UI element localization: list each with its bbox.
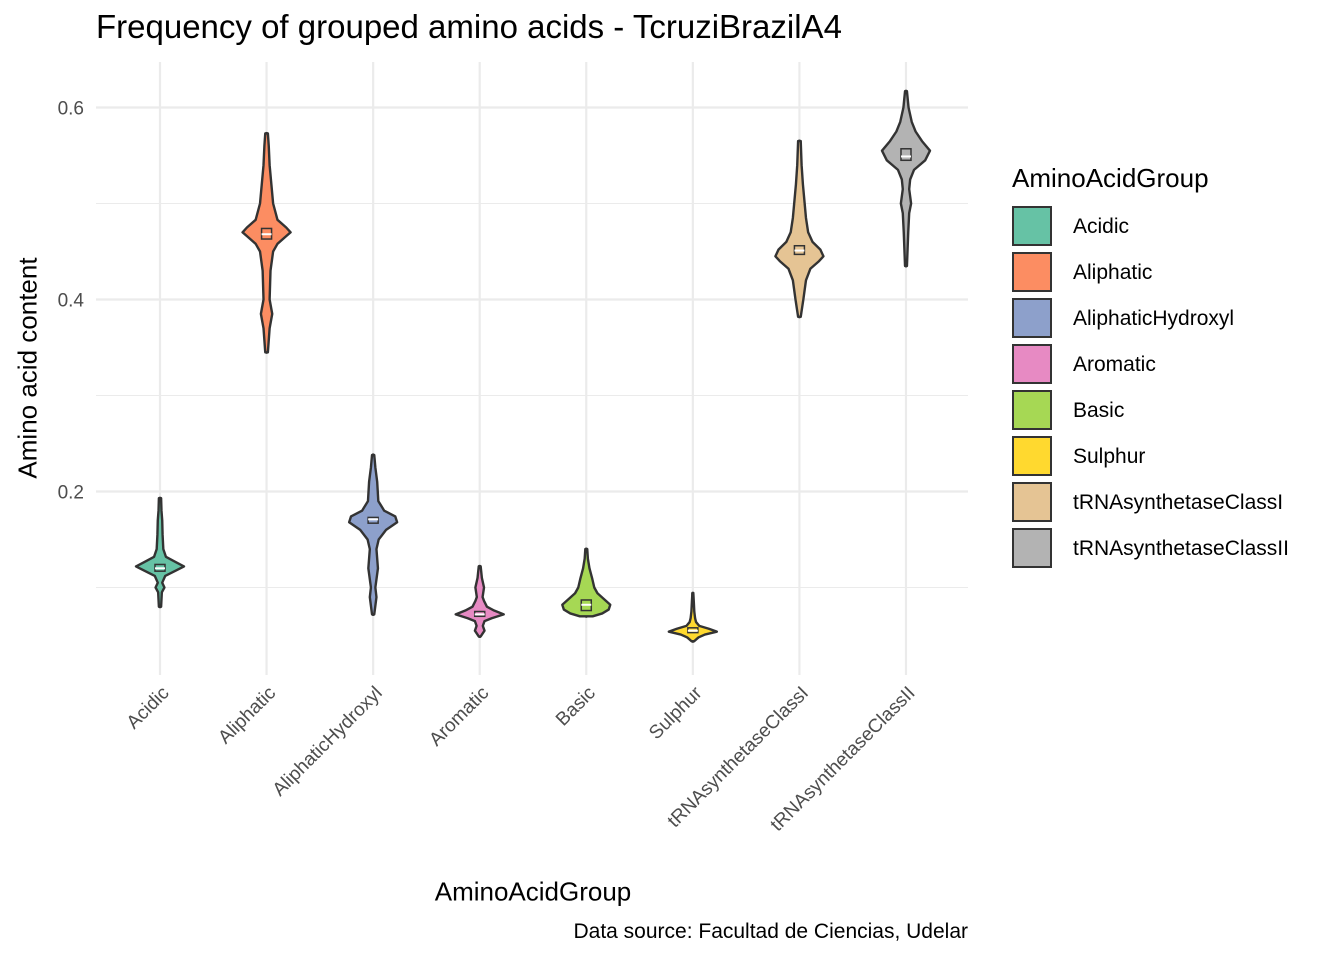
legend-item-basic: Basic <box>1012 390 1209 436</box>
x-tick-label: Aliphatic <box>214 683 280 749</box>
legend-key-trna-class-i <box>1012 482 1052 522</box>
legend-label-aliphatic-hydroxyl: AliphaticHydroxyl <box>1073 307 1235 330</box>
legend-key-aliphatic <box>1012 252 1052 292</box>
legend-label-aliphatic: Aliphatic <box>1073 261 1153 284</box>
x-tick-label: Acidic <box>123 683 174 734</box>
legend-key-trna-class-ii <box>1012 528 1052 568</box>
x-tick-label: Aromatic <box>425 683 493 751</box>
legend-key-sulphur <box>1012 436 1052 476</box>
legend-label-trna-class-i: tRNAsynthetaseClassI <box>1073 491 1284 514</box>
violin-body <box>454 565 505 638</box>
violin-body <box>347 453 399 616</box>
violin-body <box>241 132 292 354</box>
y-tick-label: 0.2 <box>58 483 84 504</box>
legend-label-sulphur: Sulphur <box>1073 445 1146 468</box>
violin-box <box>900 148 912 162</box>
x-tick-label: AliphaticHydroxyl <box>269 683 387 801</box>
legend-item-aliphatic: Aliphatic <box>1012 252 1209 298</box>
legend-item-trna-class-i: tRNAsynthetaseClassI <box>1012 482 1283 528</box>
x-axis-label: AminoAcidGroup <box>434 876 632 907</box>
x-tick-label: Basic <box>552 683 600 731</box>
legend: AminoAcidGroup Acidic Aliphatic Aliphati… <box>1012 160 1289 574</box>
grid-lines <box>96 62 968 675</box>
violin-body <box>774 139 825 318</box>
y-tick-label: 0.4 <box>58 291 85 312</box>
legend-label-basic: Basic <box>1073 399 1125 422</box>
violin-body <box>880 89 932 268</box>
y-axis-label: Amino acid content <box>12 257 43 479</box>
legend-label-acidic: Acidic <box>1073 215 1130 238</box>
legend-item-acidic: Acidic <box>1012 206 1209 252</box>
legend-item-sulphur: Sulphur <box>1012 436 1209 482</box>
violin-body <box>667 592 719 643</box>
violin-layer <box>134 89 932 643</box>
data-source-caption: Data source: Facultad de Ciencias, Udela… <box>573 920 968 943</box>
legend-item-aliphatic-hydroxyl: AliphaticHydroxyl <box>1012 298 1234 344</box>
legend-label-aromatic: Aromatic <box>1073 353 1156 376</box>
violin-body <box>134 497 186 608</box>
legend-key-acidic <box>1012 206 1052 246</box>
legend-title: AminoAcidGroup <box>1012 163 1209 193</box>
legend-key-basic <box>1012 390 1052 430</box>
legend-key-aliphatic-hydroxyl <box>1012 298 1052 338</box>
legend-item-aromatic: Aromatic <box>1012 344 1209 390</box>
violin-body <box>561 547 612 618</box>
y-tick-label: 0.6 <box>58 99 84 120</box>
legend-label-trna-class-ii: tRNAsynthetaseClassII <box>1073 537 1289 560</box>
y-axis-ticks: 0.2 0.4 0.6 <box>58 99 85 504</box>
legend-item-trna-class-ii: tRNAsynthetaseClassII <box>1012 528 1289 574</box>
legend-key-aromatic <box>1012 344 1052 384</box>
x-tick-label: Sulphur <box>645 682 707 744</box>
chart-title: Frequency of grouped amino acids - Tcruz… <box>96 8 842 45</box>
